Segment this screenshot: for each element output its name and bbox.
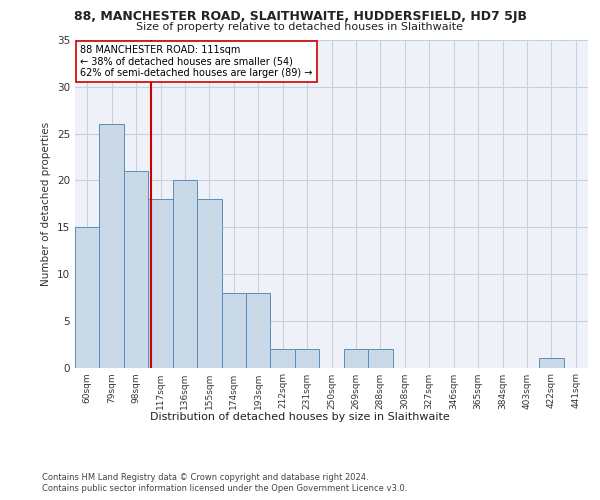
- Text: Distribution of detached houses by size in Slaithwaite: Distribution of detached houses by size …: [150, 412, 450, 422]
- Text: Contains HM Land Registry data © Crown copyright and database right 2024.: Contains HM Land Registry data © Crown c…: [42, 472, 368, 482]
- Bar: [344, 349, 368, 368]
- Bar: [295, 349, 319, 368]
- Bar: [197, 199, 221, 368]
- Bar: [100, 124, 124, 368]
- Bar: [221, 292, 246, 368]
- Bar: [539, 358, 563, 368]
- Bar: [148, 199, 173, 368]
- Y-axis label: Number of detached properties: Number of detached properties: [41, 122, 52, 286]
- Bar: [271, 349, 295, 368]
- Text: Size of property relative to detached houses in Slaithwaite: Size of property relative to detached ho…: [137, 22, 464, 32]
- Bar: [246, 292, 271, 368]
- Text: 88 MANCHESTER ROAD: 111sqm
← 38% of detached houses are smaller (54)
62% of semi: 88 MANCHESTER ROAD: 111sqm ← 38% of deta…: [80, 45, 313, 78]
- Text: Contains public sector information licensed under the Open Government Licence v3: Contains public sector information licen…: [42, 484, 407, 493]
- Text: 88, MANCHESTER ROAD, SLAITHWAITE, HUDDERSFIELD, HD7 5JB: 88, MANCHESTER ROAD, SLAITHWAITE, HUDDER…: [74, 10, 527, 23]
- Bar: [75, 227, 100, 368]
- Bar: [124, 171, 148, 368]
- Bar: [173, 180, 197, 368]
- Bar: [368, 349, 392, 368]
